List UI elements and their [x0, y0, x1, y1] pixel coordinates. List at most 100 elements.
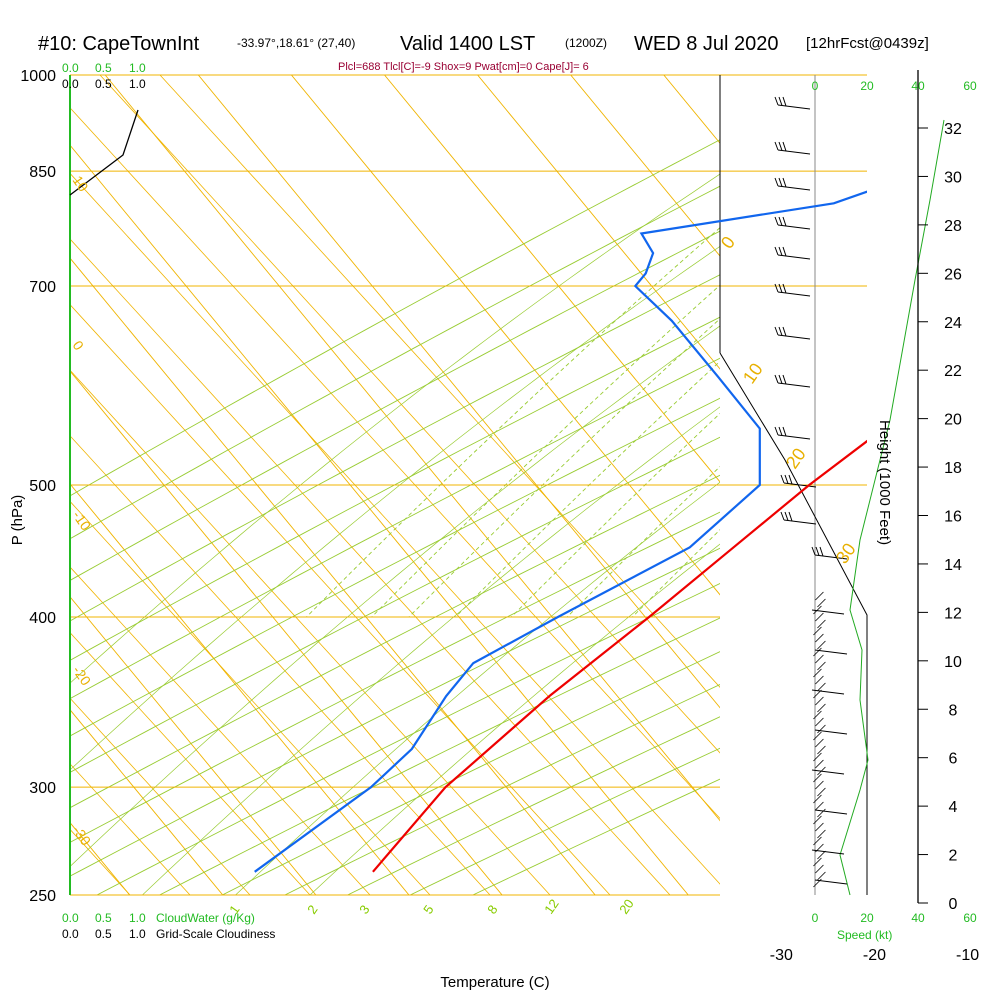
station-title: #10: CapeTownInt [38, 33, 200, 55]
wind-barb-lower [817, 724, 826, 734]
cloud-scale-top-1: 1.0 [129, 61, 146, 75]
wind-barb-feather [778, 246, 783, 256]
dry-adiabat [70, 230, 720, 581]
wind-barb-feather [774, 96, 779, 106]
dry-adiabat [70, 316, 720, 661]
wind-barb-feather [782, 216, 787, 227]
moist-adiabat [142, 406, 720, 895]
forecast-run: [12hrFcst@0439z] [806, 35, 929, 52]
cloudiness-scale-bottom-0: 0.0 [62, 927, 79, 941]
wind-barb-feather [774, 326, 779, 336]
cloudiness-scale-bottom-1: 1.0 [129, 927, 146, 941]
wind-barb-lower [813, 815, 822, 825]
mixing-ratio-label: 8 [484, 902, 500, 917]
cloud-scale-top-0: 0.0 [62, 61, 79, 75]
sounding-profiles [254, 190, 867, 873]
wind-barb-feather [782, 177, 787, 188]
height-tick-label: 8 [949, 702, 958, 719]
height-tick-label: 6 [949, 751, 958, 768]
wind-barb-lower [817, 829, 826, 839]
wind-barb-lower [815, 864, 824, 874]
wind-barb-feather [811, 546, 816, 556]
temperature-tick-labels: -30-20-10010203040 [770, 947, 979, 964]
wind-barb-lower [815, 843, 824, 853]
temperature-tick-label: -30 [770, 947, 793, 964]
height-tick-label: 10 [944, 654, 962, 671]
wind-barb-feather [774, 216, 779, 226]
cloud-scale-bottom-0: 0.0 [62, 911, 79, 925]
cloudiness-scale-top-1: 1.0 [129, 77, 146, 91]
wind-barb-feather [778, 177, 783, 187]
wind-barb-feather [782, 374, 787, 385]
wind-barb-lower [813, 794, 822, 804]
dry-adiabat [70, 139, 720, 497]
wind-barb-lower [817, 766, 826, 776]
wind-barb-lower [813, 878, 822, 888]
wind-barb-lower [813, 752, 822, 762]
isobar-lines [70, 74, 867, 896]
wind-barb-lower [813, 710, 822, 720]
height-tick-label: 32 [944, 121, 962, 138]
wind-barb-feather [778, 326, 783, 336]
wind-barb-lower [817, 682, 826, 692]
dry-adiabat [70, 185, 720, 540]
wind-barb-lower [815, 759, 824, 769]
wind-barb-staff [777, 104, 811, 110]
wind-barb-lower [817, 745, 826, 755]
isotherm-line [70, 709, 224, 895]
wind-barb-staff [814, 649, 848, 655]
cloudwater-label: CloudWater (g/Kg) [156, 911, 255, 925]
isotherm-label-right: 10 [739, 359, 767, 387]
wind-barb-feather [815, 546, 820, 556]
speed-top-0: 0 [812, 79, 819, 93]
wind-barb-feather [782, 326, 787, 337]
isotherm-line [477, 75, 720, 370]
speed-label: Speed (kt) [837, 928, 892, 942]
height-tick-label: 30 [944, 169, 962, 186]
wind-barb-feather [788, 511, 793, 522]
dry-adiabat [70, 357, 720, 700]
wind-barb-lower [817, 850, 826, 860]
isentrope-line [70, 500, 431, 895]
mixing-ratio-label: 5 [420, 902, 436, 917]
speed-bottom-40: 40 [911, 911, 925, 925]
height-tick-label: 24 [944, 315, 962, 332]
speed-scale: 0 20 40 60 0 20 40 60 Speed (kt) [812, 79, 977, 942]
speed-top-60: 60 [963, 79, 977, 93]
wind-barb-lower [815, 612, 824, 622]
mixing-ratio-label: 12 [541, 896, 562, 916]
wind-barb-staff [811, 769, 845, 775]
wind-barb-lower [815, 717, 824, 727]
mixing-ratio-line [566, 465, 720, 618]
pressure-tick-label: 250 [29, 888, 56, 905]
wind-barb-lower [815, 738, 824, 748]
cloud-scale-top-05: 0.5 [95, 61, 112, 75]
wind-barb-lower [815, 780, 824, 790]
wind-barb-lower [815, 822, 824, 832]
height-tick-label: 20 [944, 412, 962, 429]
isotherm-label-right: 30 [832, 539, 860, 567]
pressure-tick-label: 400 [29, 610, 56, 627]
wind-barb-staff [811, 689, 845, 695]
mixing-ratio-label: 3 [356, 902, 372, 917]
wind-barb-feather [782, 246, 787, 257]
isentrope-line [70, 632, 311, 895]
dry-adiabat-lines [70, 139, 720, 895]
cloudiness-profile [69, 109, 139, 196]
height-tick-label: 14 [944, 557, 962, 574]
cloud-scale-top: 0.0 0.5 1.0 0.0 0.5 1.0 [62, 61, 146, 91]
dry-adiabat [96, 583, 720, 895]
wind-barb-feather [784, 511, 789, 521]
wind-barb-lower [817, 619, 826, 629]
wind-barb-lower [813, 773, 822, 783]
wind-barb-feather [778, 141, 783, 151]
dewpoint-profile [254, 190, 867, 873]
temperature-tick-label: -20 [863, 947, 886, 964]
wind-barb-staff [811, 609, 845, 615]
wind-barb-lower [815, 696, 824, 706]
temperature-axis-label: Temperature (C) [440, 974, 549, 991]
wind-barb-lower [815, 675, 824, 685]
wind-barb-feather [782, 141, 787, 152]
wind-barb-lower [817, 640, 826, 650]
